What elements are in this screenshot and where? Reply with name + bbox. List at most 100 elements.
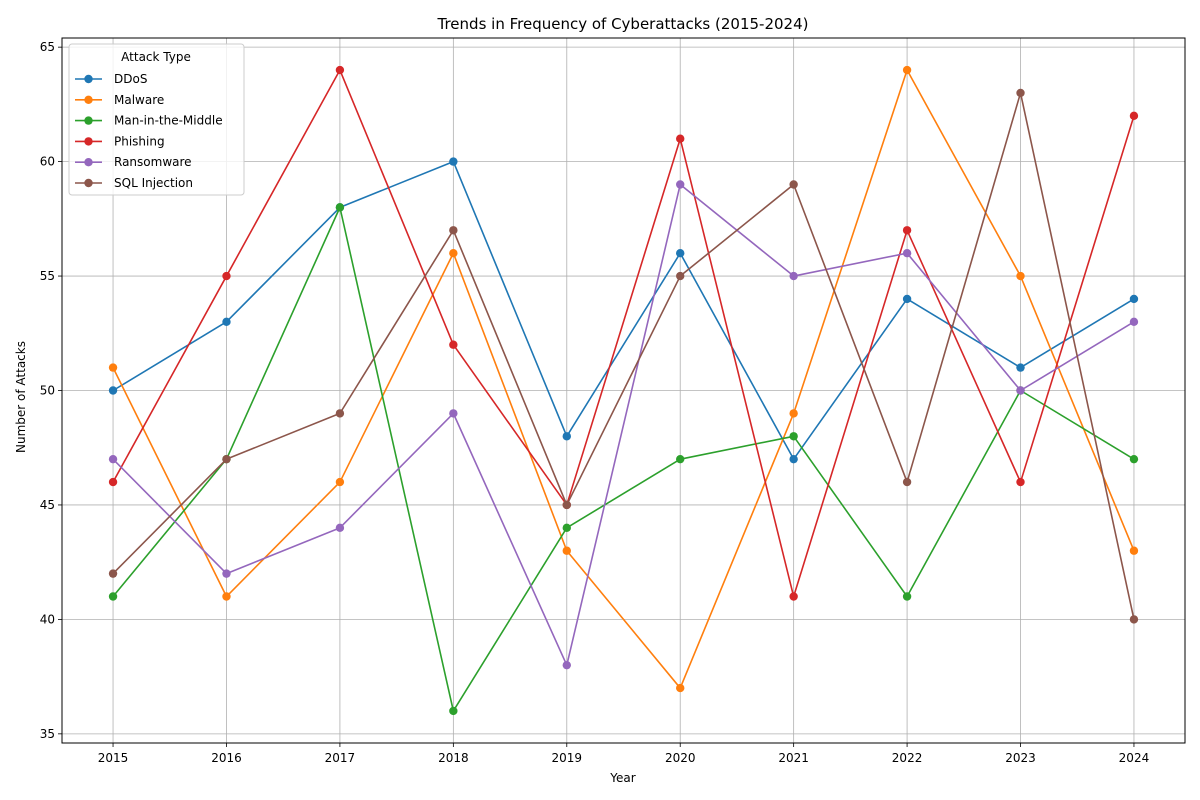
series-ddos: [108, 157, 1139, 464]
legend-title: Attack Type: [121, 50, 191, 64]
y-tick-label: 65: [40, 40, 55, 54]
data-point: [789, 432, 798, 441]
y-axis-label: Number of Attacks: [14, 341, 28, 453]
data-point: [676, 134, 685, 143]
legend-items: DDoS Malware Man-in-the-Middle Phishing Rans…: [75, 72, 223, 190]
series-malware: [108, 65, 1139, 693]
x-tick-label: 2015: [98, 751, 129, 765]
legend-item: Ransomware: [75, 155, 192, 169]
data-point: [789, 180, 798, 189]
series-phishing: [108, 65, 1139, 601]
data-point: [789, 271, 798, 281]
data-point: [108, 454, 118, 464]
x-tick-label: 2023: [1005, 751, 1036, 765]
series-man-in-the-middle: [108, 203, 1139, 716]
data-point: [902, 294, 912, 304]
legend-label: Phishing: [114, 134, 165, 148]
data-point: [1129, 294, 1139, 304]
series-line: [112, 92, 1135, 620]
series-ransomware: [108, 180, 1139, 670]
data-point: [449, 157, 458, 166]
legend-swatch-marker: [84, 137, 93, 146]
x-tick-label: 2020: [665, 751, 696, 765]
legend-item: SQL Injection: [75, 176, 193, 190]
y-tick-label: 45: [40, 498, 55, 512]
legend-label: Malware: [114, 93, 164, 107]
x-tick-label: 2018: [438, 751, 469, 765]
data-point: [108, 477, 118, 487]
data-point: [562, 500, 571, 510]
y-tick-label: 40: [40, 612, 55, 626]
data-point: [676, 271, 685, 281]
legend-swatch-marker: [84, 116, 93, 125]
x-tick-label: 2019: [552, 751, 583, 765]
data-point: [676, 180, 685, 189]
data-point: [1016, 477, 1025, 487]
legend-swatch-marker: [84, 158, 93, 167]
data-point: [902, 65, 912, 75]
y-axis: 35 40 45 50 55 60 65: [40, 40, 62, 741]
series-line: [112, 206, 1135, 712]
chart-title: Trends in Frequency of Cyberattacks (201…: [437, 15, 809, 33]
legend-label: Man-in-the-Middle: [114, 114, 223, 128]
series-line: [112, 69, 1135, 598]
data-point: [902, 226, 912, 235]
data-point: [562, 523, 571, 533]
data-point: [1016, 88, 1025, 98]
data-point: [1016, 271, 1025, 281]
data-point: [108, 592, 118, 601]
data-point: [108, 569, 118, 578]
x-tick-label: 2016: [211, 751, 242, 765]
data-point: [676, 683, 685, 693]
legend-box: [68, 43, 245, 196]
data-point: [902, 477, 912, 487]
x-tick-label: 2017: [325, 751, 356, 765]
legend-label: DDoS: [114, 72, 147, 86]
data-point: [222, 317, 231, 327]
series-line: [112, 160, 1135, 460]
legend-swatch-marker: [84, 178, 93, 188]
data-point: [676, 454, 685, 464]
legend: Attack Type DDoS Malware Man-in-the-Middle…: [68, 43, 245, 196]
legend-item: DDoS: [75, 72, 147, 86]
x-tick-label: 2024: [1119, 751, 1150, 765]
x-tick-label: 2021: [778, 751, 809, 765]
legend-label: SQL Injection: [114, 176, 193, 190]
data-point: [222, 271, 231, 281]
data-point: [902, 592, 912, 601]
data-point: [1016, 363, 1025, 372]
data-point: [108, 363, 118, 372]
legend-label: Ransomware: [114, 155, 192, 169]
legend-item: Man-in-the-Middle: [75, 114, 223, 128]
data-point: [1129, 454, 1139, 464]
series-sql-injection: [108, 88, 1139, 624]
x-axis: 2015 2016 2017 2018 2019 2020 2021 2022 2023 2024: [98, 743, 1149, 765]
data-point: [902, 248, 912, 258]
data-point: [449, 248, 458, 258]
data-point: [222, 592, 231, 601]
data-point: [335, 203, 345, 212]
data-point: [562, 546, 571, 555]
data-point: [789, 409, 798, 418]
y-tick-label: 35: [40, 727, 55, 741]
data-point: [562, 660, 571, 670]
legend-item: Malware: [75, 93, 164, 107]
series-line: [112, 69, 1135, 689]
x-axis-label: Year: [609, 771, 635, 785]
series-layer: [108, 65, 1139, 716]
legend-swatch-marker: [84, 74, 93, 84]
data-point: [449, 340, 458, 349]
y-tick-label: 50: [40, 384, 55, 398]
data-point: [1129, 615, 1139, 624]
data-point: [1129, 317, 1139, 327]
data-point: [108, 386, 118, 395]
legend-swatch-marker: [84, 95, 93, 105]
data-point: [449, 226, 458, 235]
data-point: [335, 523, 345, 533]
data-point: [676, 248, 685, 258]
data-point: [449, 706, 458, 716]
data-point: [335, 477, 345, 487]
data-point: [1129, 546, 1139, 555]
data-point: [789, 454, 798, 464]
series-line: [112, 183, 1135, 666]
